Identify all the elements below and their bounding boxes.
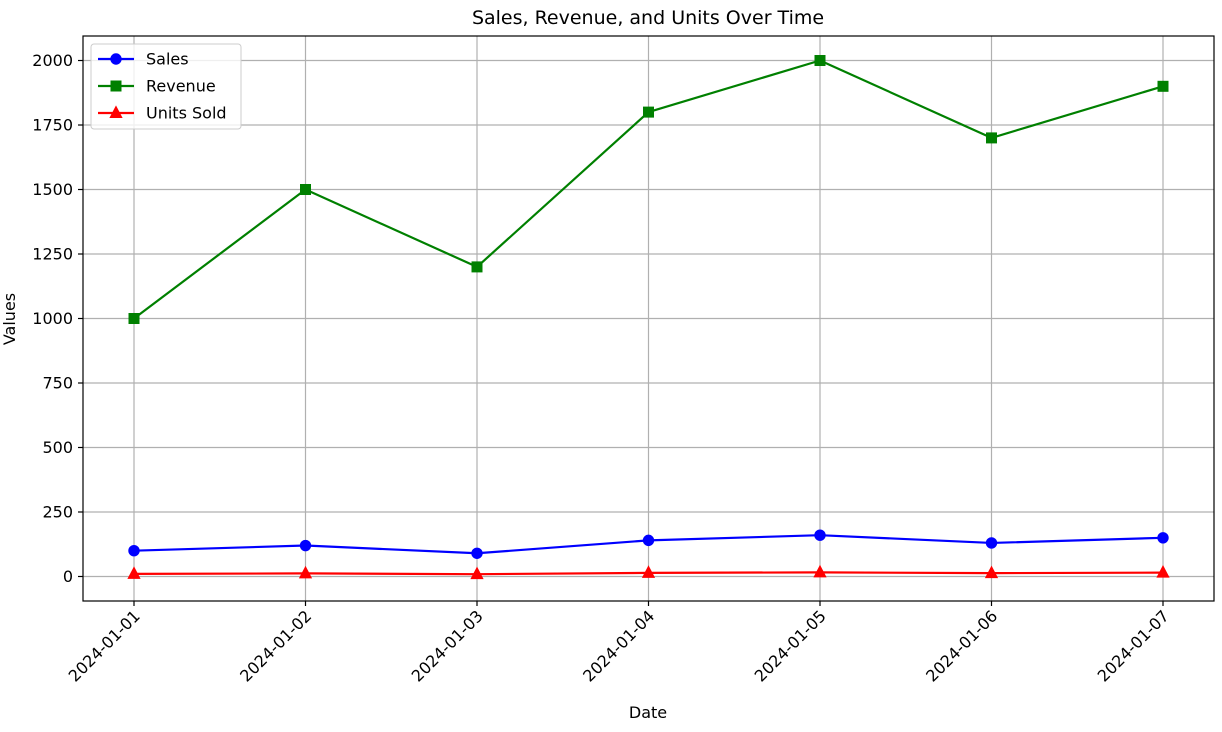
legend-marker bbox=[110, 80, 122, 92]
data-point bbox=[470, 566, 484, 580]
x-tick-label: 2024-01-03 bbox=[408, 606, 487, 685]
data-point bbox=[1156, 565, 1170, 578]
y-tick-label: 1750 bbox=[32, 116, 73, 135]
x-tick-label: 2024-01-07 bbox=[1094, 606, 1173, 685]
data-point bbox=[986, 132, 997, 144]
data-point bbox=[985, 537, 998, 549]
data-point bbox=[813, 564, 827, 578]
legend-label: Sales bbox=[146, 50, 189, 69]
x-tick-label: 2024-01-01 bbox=[65, 606, 144, 685]
data-point bbox=[814, 529, 826, 541]
y-tick-label: 1000 bbox=[32, 309, 73, 328]
legend-label: Units Sold bbox=[146, 104, 227, 123]
axes: 0 250 500 750 1000 1250 1500 1750 2000 2024-01-01… bbox=[32, 35, 1215, 686]
x-axis-label: Date bbox=[629, 703, 667, 722]
y-tick-label: 750 bbox=[42, 373, 73, 392]
y-tick-label: 250 bbox=[42, 502, 73, 521]
x-tick-label: 2024-01-04 bbox=[579, 606, 658, 685]
y-tick-label: 2000 bbox=[32, 51, 73, 70]
y-tick-label: 1250 bbox=[32, 245, 73, 264]
legend-marker bbox=[109, 105, 123, 118]
y-tick-label: 0 bbox=[63, 567, 73, 586]
legend: Sales Revenue Units Sold bbox=[90, 43, 242, 130]
data-point bbox=[1157, 532, 1169, 544]
data-point bbox=[128, 544, 140, 557]
grid bbox=[83, 36, 1214, 601]
data-point bbox=[642, 534, 655, 547]
data-point bbox=[643, 106, 654, 118]
data-point bbox=[299, 539, 312, 552]
y-axis-label: Values bbox=[0, 293, 19, 345]
series-layer bbox=[127, 55, 1170, 580]
data-point bbox=[471, 261, 483, 273]
legend-marker bbox=[110, 53, 122, 65]
x-tick-label: 2024-01-06 bbox=[922, 606, 1001, 685]
y-tick-label: 500 bbox=[42, 438, 73, 457]
y-tick-label: 1500 bbox=[32, 180, 73, 199]
data-point bbox=[814, 55, 826, 67]
data-point bbox=[300, 184, 311, 196]
data-point bbox=[128, 313, 140, 324]
data-point bbox=[298, 565, 313, 579]
x-tick-label: 2024-01-02 bbox=[236, 606, 315, 685]
data-point bbox=[471, 547, 483, 559]
x-tick-label: 2024-01-05 bbox=[751, 606, 830, 685]
data-point bbox=[1157, 80, 1169, 92]
data-point bbox=[127, 566, 141, 579]
legend-box bbox=[90, 43, 242, 130]
data-point bbox=[984, 565, 999, 579]
chart-title: Sales, Revenue, and Units Over Time bbox=[472, 7, 824, 29]
data-point bbox=[641, 565, 656, 578]
legend-label: Revenue bbox=[146, 77, 216, 96]
